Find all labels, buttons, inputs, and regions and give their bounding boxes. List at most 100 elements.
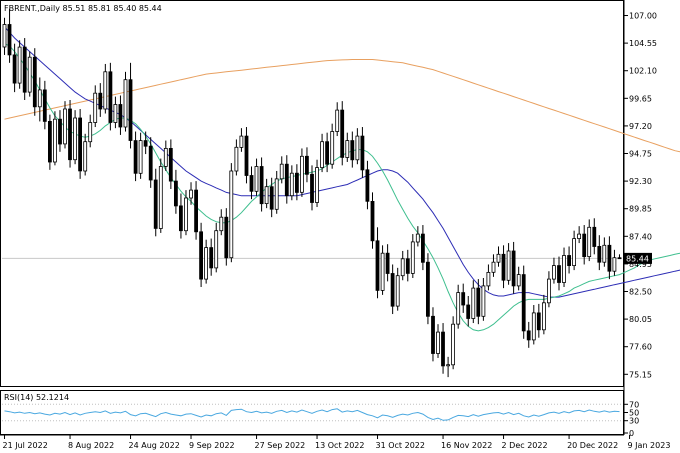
candle: [315, 159, 319, 208]
candle: [506, 243, 511, 285]
rsi-line: [4, 408, 620, 421]
x-tick-label: 27 Sep 2022: [255, 441, 306, 450]
candle: [17, 40, 22, 89]
candle: [476, 279, 481, 325]
candle: [279, 156, 284, 184]
candle: [103, 63, 108, 114]
candle: [254, 158, 259, 196]
candle: [73, 110, 77, 165]
candle: [380, 245, 385, 295]
candle: [274, 170, 279, 214]
candle: [446, 356, 451, 378]
candle: [400, 250, 405, 281]
candle: [173, 169, 178, 214]
y-tick-label: 102.10: [629, 67, 657, 76]
candle: [234, 139, 239, 176]
candle: [461, 283, 466, 313]
candle: [562, 247, 566, 287]
candle: [501, 245, 506, 289]
price-tag-label: 85.44: [626, 254, 649, 263]
candle: [229, 163, 234, 263]
candle: [148, 137, 153, 188]
candle: [204, 239, 209, 284]
candle: [365, 160, 370, 210]
candle: [466, 296, 471, 327]
candle: [607, 236, 612, 280]
candle: [53, 111, 57, 166]
candle: [375, 227, 380, 299]
candle: [244, 127, 249, 184]
candle: [405, 249, 410, 282]
candle: [557, 256, 561, 291]
rsi-tick-label: 50: [629, 409, 639, 418]
candle: [456, 284, 461, 329]
candle: [511, 241, 516, 294]
candle: [259, 157, 264, 212]
chart-header: FBRENT.,Daily 85.51 85.81 85.40 85.44: [4, 4, 162, 13]
candle: [108, 62, 113, 131]
rsi-tick-label: 30: [629, 417, 639, 426]
candle: [289, 165, 294, 201]
candle: [310, 165, 314, 211]
candle: [572, 230, 576, 271]
x-tick-label: 20 Dec 2022: [567, 441, 618, 450]
candle: [113, 96, 118, 129]
y-tick-label: 77.60: [629, 343, 652, 352]
candle: [567, 246, 571, 274]
candle: [189, 182, 193, 205]
candle: [304, 147, 309, 183]
candle: [88, 114, 93, 148]
y-tick-label: 82.50: [629, 288, 652, 297]
candle: [577, 226, 581, 244]
candle: [78, 109, 82, 179]
candle: [143, 131, 148, 155]
candle: [390, 264, 395, 315]
candle: [355, 128, 360, 165]
candle: [168, 139, 173, 189]
rsi-tick-label: 0: [629, 429, 634, 438]
x-tick-label: 16 Nov 2022: [441, 441, 492, 450]
candle: [239, 128, 244, 152]
candle: [547, 271, 551, 308]
candle: [360, 127, 365, 178]
candle: [516, 266, 521, 291]
candle: [178, 193, 183, 239]
candle: [395, 267, 400, 311]
ma-slow-line: [4, 59, 680, 153]
candle: [436, 324, 440, 358]
candle: [471, 280, 476, 324]
candle: [224, 208, 229, 266]
candle: [415, 226, 420, 247]
y-tick-label: 104.55: [629, 39, 657, 48]
price-tag: 85.44: [624, 252, 652, 264]
candle: [582, 225, 587, 265]
candle: [42, 80, 47, 130]
candle: [2, 17, 7, 55]
candle: [138, 132, 143, 179]
candle: [214, 222, 219, 273]
y-tick-label: 97.20: [629, 122, 652, 131]
candle: [48, 114, 52, 170]
candle: [496, 246, 501, 267]
y-tick-label: 84.95: [629, 260, 652, 269]
candle: [123, 71, 128, 132]
x-tick-label: 8 Aug 2022: [68, 441, 114, 450]
candle: [370, 192, 375, 249]
candle: [617, 254, 622, 260]
candle: [58, 110, 62, 152]
candle: [481, 277, 486, 321]
candle: [536, 303, 541, 338]
candle: [27, 51, 32, 97]
y-tick-label: 94.75: [629, 150, 652, 159]
candle: [542, 294, 546, 335]
rsi-label: RSI(14) 52.1214: [4, 393, 69, 402]
candle: [521, 265, 526, 339]
candle: [264, 178, 269, 209]
candle: [526, 321, 531, 348]
candle: [294, 164, 299, 201]
y-tick-label: 89.85: [629, 205, 652, 214]
rsi-tick-label: 70: [629, 400, 639, 409]
candle: [153, 168, 158, 237]
candle: [209, 238, 214, 276]
